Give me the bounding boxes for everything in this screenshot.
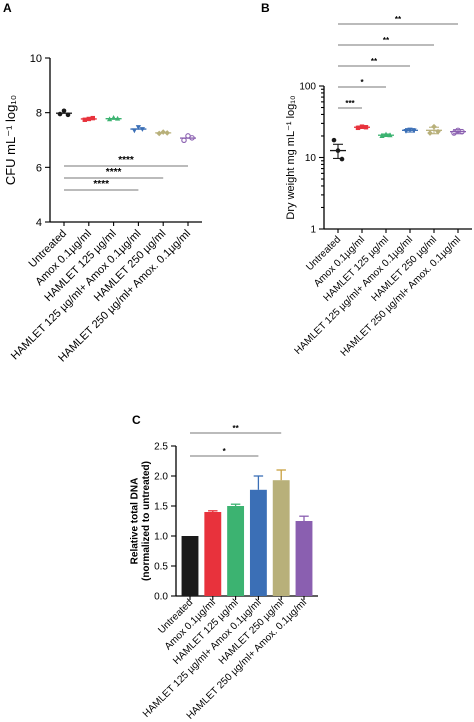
panel-letter-a: A bbox=[3, 1, 12, 15]
significance-label: ** bbox=[395, 15, 402, 24]
data-point bbox=[339, 156, 345, 162]
data-point bbox=[61, 108, 67, 114]
y-tick-label: 0.0 bbox=[154, 592, 168, 603]
y-tick-label: 10 bbox=[30, 53, 42, 65]
data-point bbox=[427, 130, 433, 136]
significance-label: *** bbox=[345, 99, 355, 108]
data-point bbox=[164, 130, 170, 136]
significance-label: **** bbox=[93, 179, 109, 190]
data-point bbox=[363, 125, 369, 130]
data-point bbox=[107, 116, 113, 122]
y-tick-label: 1.0 bbox=[154, 532, 168, 543]
bar bbox=[204, 512, 222, 596]
data-point bbox=[431, 123, 437, 130]
y-tick-label: 6 bbox=[36, 162, 42, 174]
data-point bbox=[359, 124, 365, 129]
data-point bbox=[139, 127, 145, 132]
significance-label: ** bbox=[232, 424, 239, 433]
data-point bbox=[135, 125, 141, 130]
bar bbox=[295, 521, 313, 596]
data-point bbox=[160, 129, 166, 135]
bar bbox=[272, 480, 290, 596]
data-point bbox=[451, 130, 457, 136]
y-tick-label: 4 bbox=[36, 217, 42, 229]
y-tick-label: 2.5 bbox=[154, 442, 168, 453]
y-axis-title: Relative total DNA(normalized to untreat… bbox=[130, 461, 153, 581]
y-tick-label: 0.5 bbox=[154, 562, 168, 573]
data-point bbox=[82, 117, 87, 122]
y-tick-label: 8 bbox=[36, 108, 42, 120]
y-axis-title: Dry weight mg mL⁻¹ log₁₀ bbox=[285, 95, 297, 219]
significance-label: **** bbox=[106, 167, 122, 178]
data-point bbox=[335, 148, 341, 153]
data-point bbox=[459, 128, 465, 135]
data-point bbox=[387, 132, 393, 138]
data-point bbox=[331, 137, 337, 143]
data-point bbox=[115, 115, 121, 121]
bar bbox=[249, 489, 267, 596]
data-point bbox=[355, 125, 361, 131]
data-point bbox=[86, 116, 91, 122]
significance-label: * bbox=[223, 447, 227, 456]
data-point bbox=[90, 115, 95, 121]
y-tick-label: 1 bbox=[310, 225, 316, 236]
bar bbox=[227, 506, 245, 596]
data-point bbox=[65, 112, 71, 118]
y-tick-label: 100 bbox=[299, 82, 316, 93]
data-point bbox=[189, 135, 195, 141]
data-point bbox=[407, 127, 413, 133]
data-point bbox=[383, 131, 389, 137]
y-tick-label: 1.5 bbox=[154, 502, 168, 513]
y-tick-label: 10 bbox=[305, 153, 317, 164]
significance-label: ** bbox=[383, 36, 390, 45]
data-point bbox=[435, 128, 441, 135]
bar bbox=[181, 536, 199, 596]
y-tick-label: 2.0 bbox=[154, 472, 168, 483]
significance-label: **** bbox=[118, 155, 134, 166]
data-point bbox=[181, 137, 187, 144]
data-point bbox=[111, 115, 117, 120]
panel-letter-b: B bbox=[261, 1, 270, 15]
data-point bbox=[57, 111, 63, 117]
panel-letter-c: C bbox=[132, 413, 141, 427]
data-point bbox=[403, 128, 409, 134]
significance-label: * bbox=[360, 78, 364, 87]
data-point bbox=[411, 128, 417, 134]
significance-label: ** bbox=[371, 57, 378, 66]
data-point bbox=[379, 133, 385, 138]
data-point bbox=[131, 128, 137, 134]
y-axis-title: CFU mL⁻¹ log₁₀ bbox=[3, 95, 18, 185]
